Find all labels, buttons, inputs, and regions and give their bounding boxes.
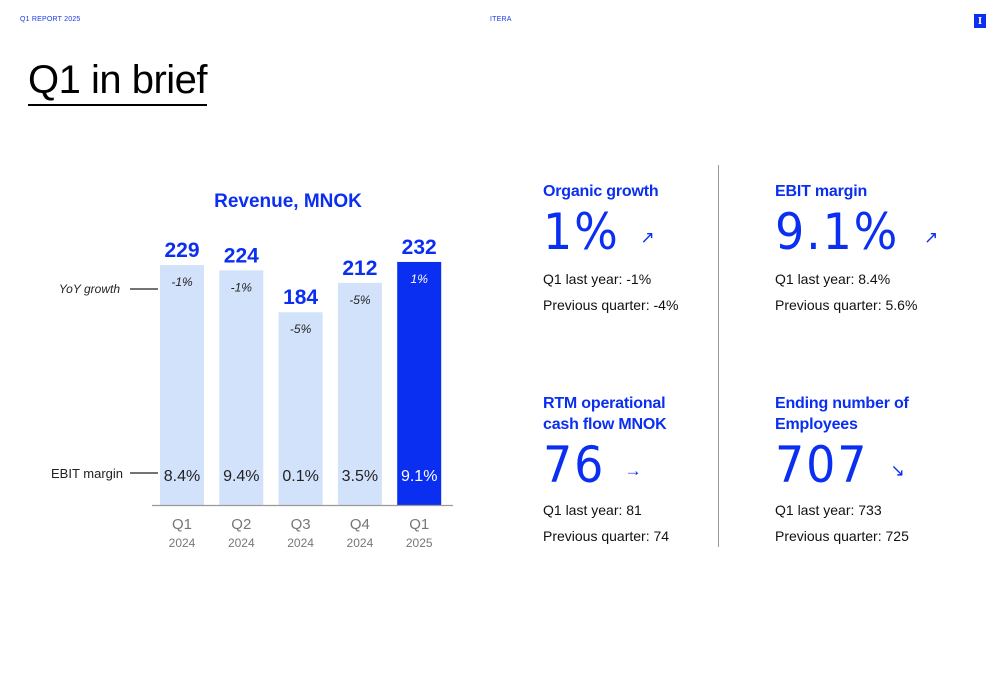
- yoy-growth-label: YoY growth: [59, 282, 120, 296]
- kpi-last-year: Q1 last year: 733: [775, 502, 882, 518]
- x-tick-quarter: Q1: [409, 516, 429, 533]
- kpi-value: 707: [775, 436, 869, 494]
- kpi-title: RTM operational cash flow MNOK: [543, 393, 743, 435]
- revenue-bar: [219, 270, 264, 505]
- kpi-previous-quarter: Previous quarter: 725: [775, 528, 909, 544]
- kpi-title-line: RTM operational: [543, 395, 666, 412]
- kpi-previous-quarter: Previous quarter: -4%: [543, 297, 679, 313]
- yoy-growth-value: -1%: [231, 280, 253, 294]
- kpi-title-line: Ending number of: [775, 395, 909, 412]
- kpi-organic-growth: Organic growth 1% ↗ Q1 last year: -1% Pr…: [543, 181, 743, 318]
- kpi-title: Ending number of Employees: [775, 393, 975, 435]
- ebit-margin-value: 8.4%: [164, 468, 200, 485]
- company-label: ITERA: [490, 16, 512, 23]
- kpi-divider: [718, 165, 719, 547]
- kpi-title: EBIT margin: [775, 181, 975, 202]
- revenue-chart: Revenue, MNOK YoY growth EBIT margin 229 -1%…: [51, 191, 453, 550]
- x-tick-quarter: Q2: [231, 516, 251, 533]
- kpi-value: 9.1%: [775, 203, 900, 261]
- chart-title: Revenue, MNOK: [214, 191, 362, 212]
- bar-value-label: 224: [224, 244, 259, 267]
- kpi-last-year: Q1 last year: -1%: [543, 271, 652, 287]
- x-tick-quarter: Q1: [172, 516, 192, 533]
- ebit-margin-value: 9.1%: [401, 468, 437, 485]
- ebit-margin-value: 9.4%: [223, 468, 259, 485]
- revenue-bar: [278, 312, 323, 505]
- kpi-last-year: Q1 last year: 81: [543, 502, 642, 518]
- itera-logo: I: [974, 14, 986, 28]
- x-tick-year: 2025: [406, 536, 433, 550]
- arrow-up-right-icon: ↗: [640, 228, 655, 247]
- revenue-bar: [160, 265, 204, 505]
- arrow-right-icon: →: [624, 461, 642, 480]
- yoy-growth-value: -5%: [290, 322, 312, 336]
- kpi-last-year: Q1 last year: 8.4%: [775, 271, 891, 287]
- kpi-title-line: EBIT margin: [775, 183, 868, 200]
- kpi-ebit-margin: EBIT margin 9.1% ↗ Q1 last year: 8.4% Pr…: [775, 181, 975, 318]
- yoy-growth-value: 1%: [411, 272, 429, 286]
- bar-value-label: 184: [283, 286, 318, 309]
- x-tick-quarter: Q4: [350, 516, 370, 533]
- ebit-margin-label: EBIT margin: [51, 466, 123, 481]
- x-tick-quarter: Q3: [291, 516, 311, 533]
- ebit-margin-value: 3.5%: [342, 468, 378, 485]
- kpi-previous-quarter: Previous quarter: 5.6%: [775, 297, 918, 313]
- revenue-bar: [397, 261, 442, 505]
- kpi-value: 1%: [543, 203, 620, 261]
- x-tick-year: 2024: [287, 536, 314, 550]
- x-tick-year: 2024: [169, 536, 196, 550]
- kpi-employees: Ending number of Employees 707 ↘ Q1 last…: [775, 393, 975, 549]
- kpi-previous-quarter: Previous quarter: 74: [543, 528, 670, 544]
- ebit-margin-value: 0.1%: [282, 468, 318, 485]
- revenue-bar: [337, 282, 382, 505]
- kpi-value: 76: [543, 436, 606, 494]
- x-tick-year: 2024: [347, 536, 374, 550]
- x-tick-year: 2024: [228, 536, 255, 550]
- arrow-down-right-icon: ↘: [890, 461, 905, 480]
- report-label: Q1 REPORT 2025: [20, 16, 81, 23]
- bar-value-label: 229: [164, 239, 199, 262]
- arrow-up-right-icon: ↗: [924, 228, 939, 247]
- yoy-growth-value: -5%: [349, 293, 371, 307]
- bar-value-label: 232: [402, 236, 437, 259]
- kpi-title-line: Employees: [775, 416, 858, 433]
- kpi-title-line: Organic growth: [543, 183, 659, 200]
- page-title: Q1 in brief: [28, 56, 208, 106]
- kpi-title: Organic growth: [543, 181, 743, 202]
- yoy-growth-value: -1%: [171, 275, 193, 289]
- bar-value-label: 212: [342, 257, 377, 280]
- kpi-cash-flow: RTM operational cash flow MNOK 76 → Q1 l…: [543, 393, 743, 549]
- kpi-title-line: cash flow MNOK: [543, 416, 667, 433]
